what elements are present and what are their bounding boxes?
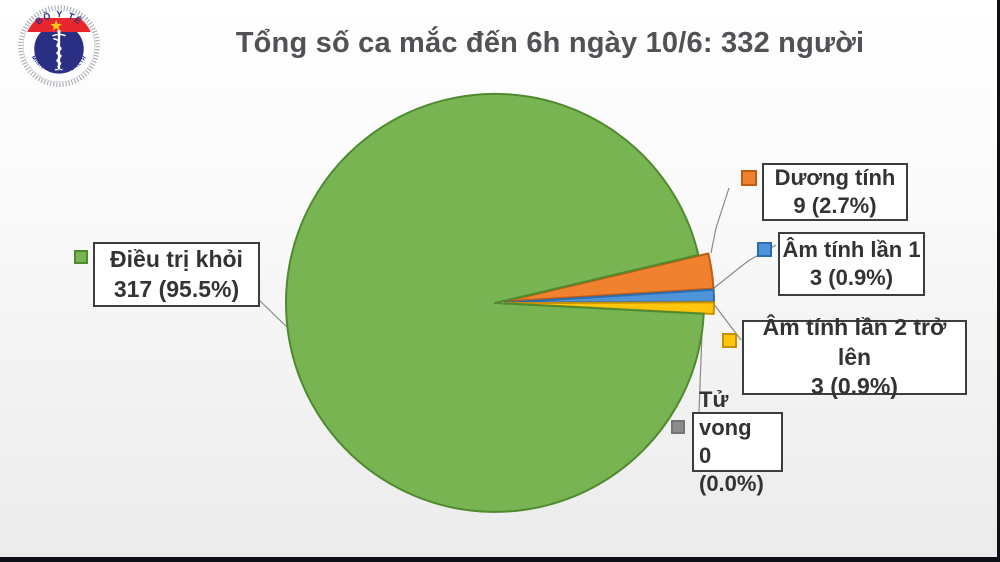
logo-ray-ring bbox=[18, 5, 100, 88]
legend-value-text: 3 (0.9%) bbox=[811, 373, 898, 400]
legend-label-text: Âm tính lần 2 trở lên bbox=[762, 314, 947, 370]
legend-label-tu-vong: Tử vong 0 (0.0%) bbox=[692, 387, 783, 496]
ministry-of-health-logo: BỘ Y TẾ MINISTRY OF HEALTH bbox=[18, 5, 100, 88]
pie-slice-1 bbox=[503, 252, 715, 303]
logo-star-icon bbox=[50, 19, 63, 31]
legend-label-am-tinh-lan-1: Âm tính lần 1 3 (0.9%) bbox=[778, 232, 925, 296]
legend-label-duong-tinh: Dương tính 9 (2.7%) bbox=[762, 163, 908, 221]
legend-marker-am-tinh-lan-1 bbox=[757, 242, 772, 257]
chart-title: Tổng số ca mắc đến 6h ngày 10/6: 332 ngư… bbox=[235, 27, 865, 59]
legend-value-text: 317 (95.5%) bbox=[113, 275, 240, 302]
legend-marker-dieu-tri-khoi bbox=[74, 250, 88, 264]
frame-edge-right bbox=[997, 0, 1000, 562]
legend-value-text: 3 (0.9%) bbox=[809, 265, 894, 290]
legend-marker-am-tinh-lan-2 bbox=[722, 333, 737, 348]
frame-edge-bottom bbox=[0, 557, 1000, 562]
legend-label-text: Tử vong bbox=[699, 386, 752, 440]
legend-label-text: Dương tính bbox=[774, 164, 896, 190]
legend-label-text: Âm tính lần 1 bbox=[782, 236, 921, 262]
leader-line bbox=[258, 299, 289, 329]
logo-asclepius-staff-icon bbox=[52, 29, 66, 71]
legend-label-am-tinh-lan-2: Âm tính lần 2 trở lên 3 (0.9%) bbox=[742, 314, 967, 399]
legend-label-dieu-tri-khoi: Điều trị khỏi 317 (95.5%) bbox=[93, 242, 260, 307]
legend-label-text: Điều trị khỏi bbox=[110, 246, 243, 273]
legend-marker-duong-tinh bbox=[741, 170, 757, 186]
leader-line bbox=[710, 187, 730, 254]
legend-marker-tu-vong bbox=[671, 420, 685, 434]
legend-value-text: 0 (0.0%) bbox=[699, 443, 764, 497]
legend-value-text: 9 (2.7%) bbox=[793, 193, 877, 218]
pie-slice-0 bbox=[284, 92, 705, 513]
